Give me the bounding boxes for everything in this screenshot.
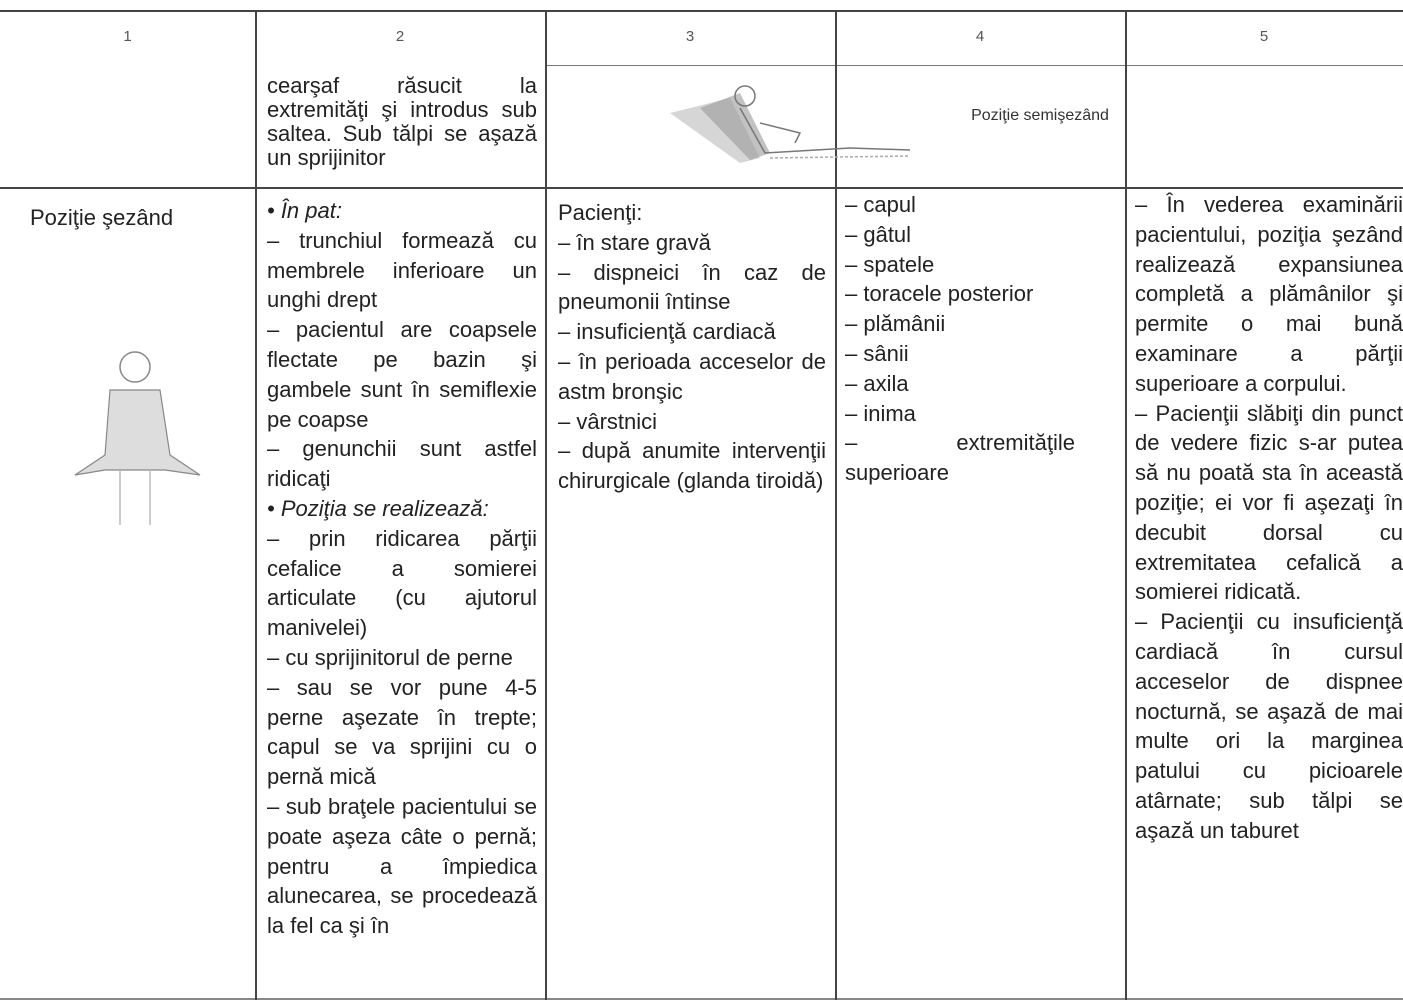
column-number: 4 bbox=[975, 28, 985, 45]
column-number: 1 bbox=[123, 28, 132, 45]
paragraph: • Poziţia se realizează: bbox=[267, 495, 489, 521]
paragraph: – vârstnici bbox=[558, 408, 658, 434]
rule bbox=[0, 10, 1403, 12]
paragraph: – în stare gravă bbox=[558, 229, 711, 255]
rule bbox=[0, 998, 1403, 1000]
paragraph: – axila bbox=[845, 370, 909, 396]
rule bbox=[255, 10, 257, 1000]
position-name: Poziţie şezând bbox=[30, 205, 174, 230]
paragraph: • În pat: bbox=[267, 198, 342, 223]
cell-text: cearşaf răsucit la extremităţi şi introd… bbox=[267, 74, 537, 170]
paragraph: – cu sprijinitorul de perne bbox=[267, 644, 513, 670]
rule bbox=[1125, 10, 1127, 1000]
paragraph: – Pacienţii slăbiţi din punct de vedere … bbox=[1135, 400, 1403, 605]
paragraph: – extremităţile superioare bbox=[845, 430, 1075, 486]
rule bbox=[835, 10, 837, 1000]
rule bbox=[545, 65, 1403, 66]
cell-text: – capul – gâtul – spatele – toracele poster… bbox=[845, 190, 1075, 488]
rule bbox=[0, 187, 1403, 189]
paragraph: – sau se vor pune 4-5 perne aşezate în t… bbox=[267, 674, 537, 790]
paragraph: – spatele bbox=[845, 251, 935, 277]
image-caption: Poziţie semişezând bbox=[971, 107, 1109, 124]
column-number: 5 bbox=[1259, 28, 1269, 45]
paragraph: – gâtul bbox=[845, 221, 912, 247]
paragraph: – prin ridicarea părţii cefalice a somie… bbox=[267, 525, 537, 641]
cell-text: Pacienţi: – în stare gravă – dispneici în … bbox=[558, 198, 826, 496]
paragraph: – insuficienţă cardiacă bbox=[558, 319, 776, 345]
cell-text: – În vederea examinării pacientului, poz… bbox=[1135, 190, 1403, 846]
paragraph: – sânii bbox=[845, 340, 909, 366]
illustration-semi-sitting bbox=[670, 85, 911, 163]
paragraph: – plămânii bbox=[845, 311, 946, 337]
paragraph: – capul bbox=[845, 192, 916, 217]
paragraph: – genunchii sunt astfel ridicaţi bbox=[267, 436, 537, 492]
paragraph: – pacientul are coapsele flectate pe baz… bbox=[267, 317, 537, 432]
illustration-sitting bbox=[74, 351, 201, 525]
column-number: 2 bbox=[395, 28, 405, 45]
column-number: 3 bbox=[685, 28, 695, 45]
rule bbox=[545, 10, 547, 1000]
paragraph: – dispneici în caz de pneumonii întinse bbox=[558, 259, 826, 315]
paragraph: – Pacienţii cu insuficienţă cardiacă în … bbox=[1135, 609, 1403, 843]
paragraph: – toracele posterior bbox=[845, 281, 1034, 307]
paragraph: – în perioada acceselor de astm bronşic bbox=[558, 348, 826, 404]
paragraph: cearşaf răsucit la extremităţi şi introd… bbox=[267, 73, 537, 170]
paragraph: – după anumite intervenţii chirurgicale … bbox=[558, 438, 826, 494]
paragraph: – inima bbox=[845, 400, 916, 426]
paragraph: – trunchiul formează cu membrele inferio… bbox=[267, 227, 537, 313]
paragraph: Pacienţi: bbox=[558, 200, 643, 225]
cell-text: • În pat: – trunchiul formează cu membrel… bbox=[267, 196, 537, 941]
paragraph: – În vederea examinării pacientului, poz… bbox=[1135, 192, 1403, 396]
paragraph: – sub braţele pacientului se poate aşeza… bbox=[267, 793, 537, 939]
